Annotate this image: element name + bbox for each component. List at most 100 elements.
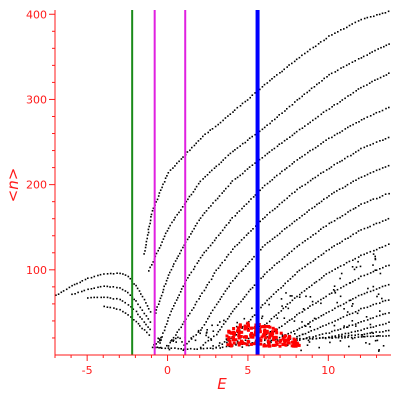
data-point <box>193 144 196 147</box>
data-point <box>181 323 184 326</box>
data-point <box>328 137 330 140</box>
data-point <box>190 271 193 274</box>
data-point <box>163 329 166 332</box>
data-point <box>198 219 200 222</box>
data-point <box>340 29 342 31</box>
data-point <box>177 255 180 257</box>
data-point <box>113 307 115 309</box>
data-point <box>320 315 323 317</box>
highlight-point <box>274 329 278 333</box>
data-point <box>243 317 246 320</box>
data-point <box>240 300 242 303</box>
data-point <box>299 337 301 340</box>
data-point <box>77 291 79 294</box>
data-point <box>366 201 369 203</box>
data-point <box>259 88 261 91</box>
data-point <box>344 128 347 130</box>
highlight-point <box>267 336 271 340</box>
data-point <box>116 297 118 300</box>
data-point <box>317 43 320 45</box>
data-point <box>372 264 374 266</box>
data-point <box>194 339 197 342</box>
data-point <box>266 124 268 126</box>
data-point <box>205 210 208 212</box>
data-point <box>378 221 381 224</box>
data-point <box>202 344 205 346</box>
data-point <box>266 214 268 216</box>
data-point <box>146 237 148 240</box>
data-point <box>216 333 218 336</box>
data-point <box>301 127 304 129</box>
data-point <box>209 347 212 349</box>
data-point <box>221 229 224 232</box>
data-point <box>337 336 340 339</box>
data-point <box>281 258 284 261</box>
data-point <box>203 324 206 326</box>
data-point <box>346 26 348 29</box>
data-point <box>339 340 342 342</box>
data-point <box>325 37 328 40</box>
data-point <box>382 345 385 347</box>
data-point <box>318 82 320 84</box>
data-point <box>143 321 146 323</box>
data-point <box>99 273 102 276</box>
data-point <box>282 285 285 287</box>
data-point <box>201 214 204 217</box>
data-point <box>347 95 349 97</box>
highlight-point <box>249 326 253 330</box>
data-point <box>243 296 246 298</box>
data-point <box>135 284 137 287</box>
data-point <box>352 208 355 210</box>
data-point <box>318 278 321 281</box>
data-point <box>339 216 341 219</box>
data-point <box>261 128 264 131</box>
data-point <box>195 185 198 188</box>
data-point <box>250 198 252 200</box>
data-point <box>244 265 247 267</box>
data-point <box>345 301 348 304</box>
data-point <box>281 170 283 173</box>
data-point <box>312 319 314 322</box>
data-point <box>369 305 372 307</box>
data-point <box>381 246 384 248</box>
data-point <box>375 325 377 327</box>
data-point <box>385 265 387 267</box>
data-point <box>287 332 289 335</box>
highlight-point <box>296 343 300 347</box>
data-point <box>270 339 273 342</box>
highlight-point <box>265 331 269 335</box>
data-point <box>357 260 359 263</box>
data-point <box>249 288 252 291</box>
data-point <box>182 156 184 158</box>
data-point <box>360 293 363 296</box>
data-point <box>373 249 375 252</box>
data-point <box>333 324 336 327</box>
data-point <box>382 266 384 269</box>
data-point <box>253 314 256 316</box>
data-point <box>284 168 286 171</box>
data-point <box>130 306 132 308</box>
data-point <box>380 46 382 49</box>
data-point <box>309 179 312 182</box>
data-point <box>180 249 182 252</box>
data-point <box>268 297 271 300</box>
data-point <box>241 102 244 105</box>
highlight-point <box>252 342 256 346</box>
data-point <box>158 192 161 194</box>
data-point <box>306 211 308 213</box>
data-point <box>271 267 273 269</box>
data-point <box>217 301 220 303</box>
data-point <box>341 130 344 132</box>
data-point <box>164 283 167 285</box>
data-point <box>325 139 327 141</box>
highlight-point <box>268 332 272 336</box>
data-point <box>212 345 214 347</box>
data-point <box>178 211 180 214</box>
data-point <box>112 298 115 300</box>
data-point <box>268 303 270 306</box>
data-point <box>375 111 378 114</box>
data-point <box>360 336 363 338</box>
data-point <box>305 295 307 298</box>
data-point <box>360 203 362 205</box>
data-point <box>296 245 298 248</box>
